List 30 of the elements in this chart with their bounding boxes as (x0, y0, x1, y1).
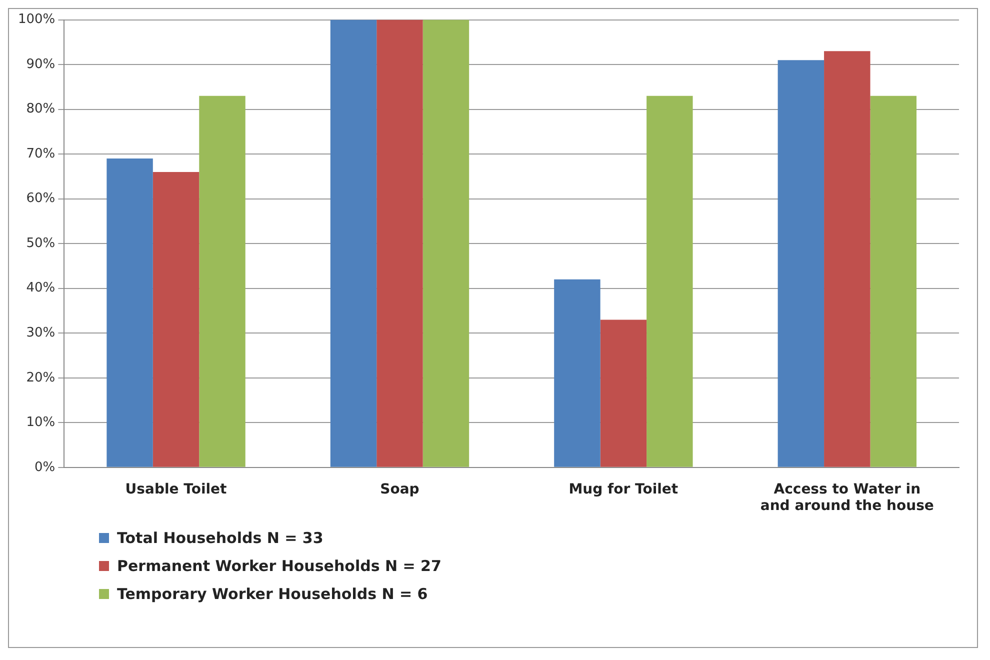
bar (554, 279, 600, 467)
y-tick-label: 70% (26, 146, 56, 162)
x-tick-label: Mug for Toilet (568, 481, 678, 498)
bar (422, 20, 470, 467)
bar (824, 51, 870, 467)
bar (778, 60, 824, 467)
y-tick-label: 0% (34, 460, 56, 475)
bar (330, 20, 377, 467)
legend-label: Permanent Worker Households N = 27 (117, 557, 442, 575)
bar (152, 172, 200, 467)
x-tick-label: Access to Water in and around the house (760, 481, 934, 514)
bar (600, 320, 647, 467)
y-tick-label: 30% (26, 325, 56, 340)
y-tick-label: 40% (26, 280, 56, 296)
y-tick-label: 100% (18, 12, 56, 28)
y-tick-label: 80% (26, 102, 56, 117)
bar (376, 20, 423, 467)
y-tick-label: 20% (26, 370, 56, 386)
y-tick-label: 90% (26, 56, 56, 72)
bar (199, 96, 246, 467)
bar (870, 96, 916, 467)
y-tick-label: 60% (26, 191, 56, 206)
x-tick-label: Usable Toilet (125, 481, 228, 498)
legend-label: Temporary Worker Households N = 6 (117, 585, 428, 603)
legend-label: Total Households N = 33 (117, 529, 324, 547)
x-tick-label: Soap (380, 481, 420, 498)
y-tick-label: 10% (26, 415, 56, 430)
y-tick-label: 50% (26, 236, 56, 251)
bar (646, 96, 693, 467)
bar (106, 158, 153, 467)
